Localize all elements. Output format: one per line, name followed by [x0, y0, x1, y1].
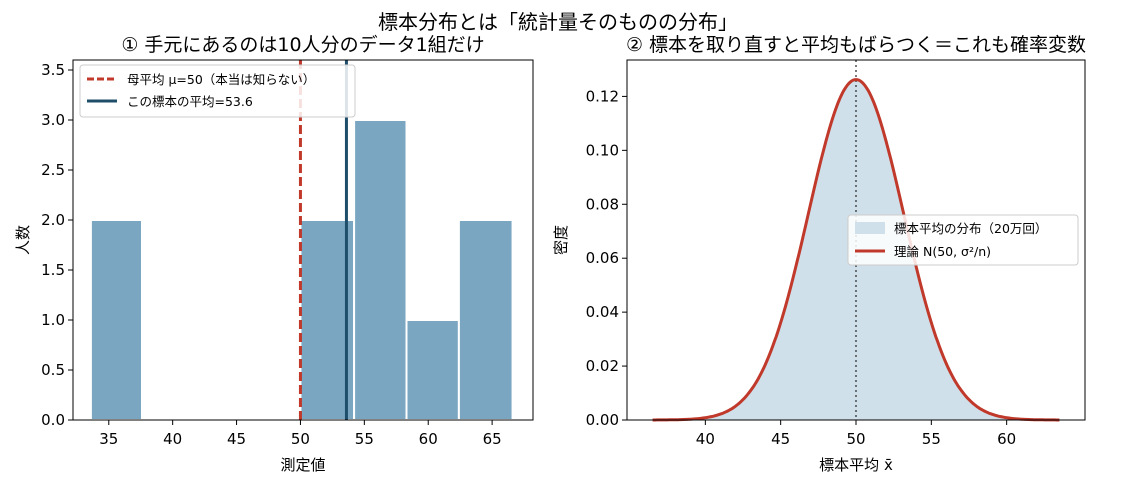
x-tick-label: 55: [922, 430, 941, 448]
figure-suptitle: 標本分布とは「統計量そのものの分布」: [378, 10, 738, 34]
legend-entry: 母平均 μ=50（本当は知らない）: [127, 72, 315, 87]
x-tick-label: 40: [696, 430, 715, 448]
y-tick-label: 3.5: [41, 61, 65, 79]
x-tick-label: 50: [846, 430, 865, 448]
x-tick-label: 60: [997, 430, 1016, 448]
y-tick-label: 0.04: [586, 303, 619, 321]
legend-entry: この標本の平均=53.6: [127, 94, 253, 109]
y-axis-label: 人数: [14, 225, 32, 255]
x-tick-label: 60: [419, 430, 438, 448]
legend-box: [847, 214, 1079, 266]
x-axis-label: 標本平均 x̄: [819, 456, 893, 474]
y-tick-label: 0.00: [586, 411, 619, 429]
histogram-bar: [457, 219, 514, 421]
panel-title: ① 手元にあるのは10人分のデータ1組だけ: [121, 34, 484, 56]
y-tick-label: 0.0: [41, 411, 65, 429]
sampling-distribution-panel: 40 45 50 55 60 0.00 0.02 0.04 0.06 0.08 0.10 0.12 ② …: [552, 34, 1086, 474]
y-tick-label: 1.0: [41, 311, 65, 329]
y-tick-label: 3.0: [41, 111, 65, 129]
legend-swatch: [855, 222, 885, 234]
panel-title: ② 標本を取り直すと平均もばらつく＝これも確率変数: [626, 34, 1086, 56]
legend-box: [79, 64, 356, 118]
y-tick-label: 0.02: [586, 357, 619, 375]
legend-entry: 理論 N(50, σ²/n): [894, 244, 991, 259]
histogram-bar: [405, 319, 460, 421]
y-tick-label: 0.06: [586, 249, 619, 267]
x-tick-label: 45: [227, 430, 246, 448]
x-tick-label: 40: [163, 430, 182, 448]
theoretical-normal-curve: [652, 78, 1060, 422]
histogram-panel: 35 40 45 50 55 60 65 0.0 0.5 1.0 1.5 2.0 2.5 3.0 3.5 ① …: [14, 34, 534, 474]
y-axis-label: 密度: [552, 225, 570, 255]
y-tick-label: 0.5: [41, 361, 65, 379]
y-tick-label: 1.5: [41, 261, 65, 279]
x-tick-label: 50: [291, 430, 310, 448]
y-tick-label: 0.10: [586, 141, 619, 159]
plot-frame: [72, 59, 534, 421]
x-tick-label: 35: [99, 430, 118, 448]
y-tick-label: 0.12: [586, 87, 619, 105]
x-axis-label: 測定値: [280, 456, 325, 474]
x-tick-label: 45: [771, 430, 790, 448]
y-tick-label: 2.0: [41, 211, 65, 229]
legend-entry: 標本平均の分布（20万回）: [894, 221, 1047, 236]
x-tick-label: 65: [483, 430, 502, 448]
y-tick-label: 0.08: [586, 195, 619, 213]
y-tick-label: 2.5: [41, 161, 65, 179]
histogram-bar: [353, 119, 408, 421]
x-tick-label: 55: [355, 430, 374, 448]
histogram-bar: [89, 219, 143, 421]
